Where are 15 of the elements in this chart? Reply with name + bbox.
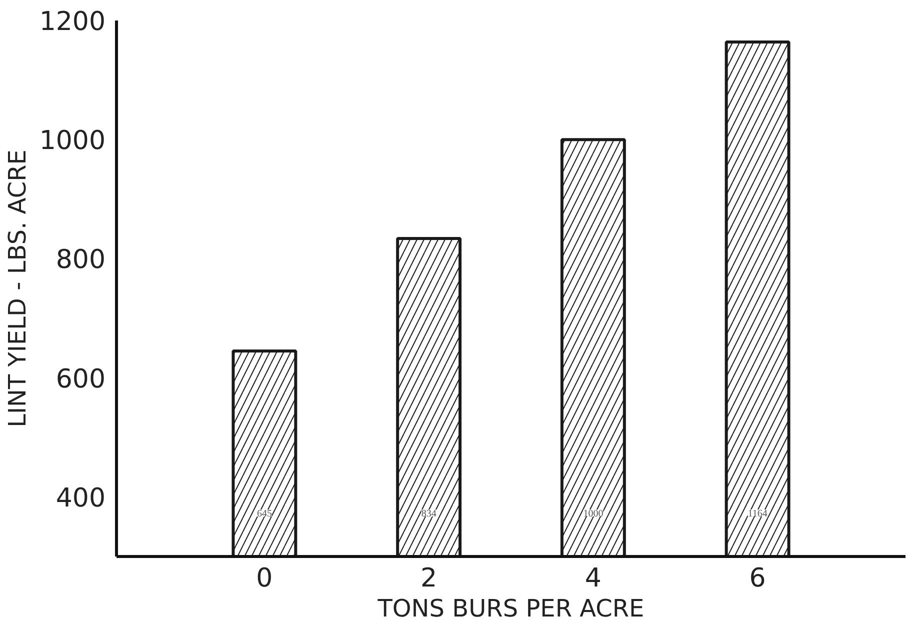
- y-tick-label: 600: [56, 364, 106, 394]
- x-tick-label: 2: [420, 564, 438, 594]
- data-label: 1164: [748, 508, 768, 520]
- y-tick-label: 400: [56, 483, 106, 514]
- data-label: 645: [256, 508, 272, 520]
- x-axis-title: TONS BURS PER ACRE: [376, 594, 644, 622]
- x-tick-label: 6: [749, 564, 766, 594]
- data-label: 834: [421, 508, 436, 520]
- y-tick-label: 800: [56, 245, 106, 276]
- x-tick-label: 4: [584, 564, 602, 594]
- data-label: 1000: [583, 508, 604, 520]
- y-tick-label: 1000: [39, 126, 106, 156]
- y-axis-title: LINT YIELD - LBS. ACRE: [3, 150, 32, 428]
- x-tick-label: 0: [256, 564, 273, 594]
- y-tick-label: 1200: [39, 7, 106, 37]
